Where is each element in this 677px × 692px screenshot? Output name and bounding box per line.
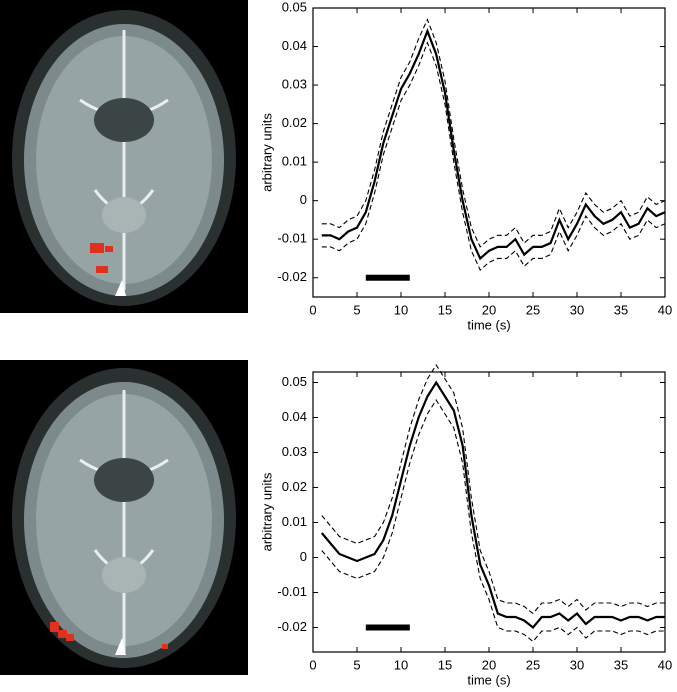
x-tick-label: 15: [438, 657, 452, 672]
error-line: [321, 41, 666, 271]
y-tick-label: 0.01: [282, 154, 307, 169]
y-tick-label: -0.01: [277, 231, 307, 246]
x-tick-label: 35: [614, 302, 628, 317]
y-tick-label: 0: [300, 192, 307, 207]
x-tick-label: 5: [353, 657, 360, 672]
x-tick-label: 20: [482, 302, 496, 317]
error-line: [321, 363, 665, 615]
y-tick-label: 0.03: [282, 77, 307, 92]
x-axis-label: time (s): [467, 672, 510, 687]
y-tick-label: 0.01: [282, 514, 307, 529]
y-tick-label: 0.05: [282, 0, 307, 14]
x-tick-label: 20: [482, 657, 496, 672]
x-tick-label: 25: [526, 302, 540, 317]
y-axis-label: arbitrary units: [259, 113, 274, 192]
x-tick-label: 30: [570, 302, 584, 317]
y-tick-label: 0.02: [282, 479, 307, 494]
error-line: [321, 18, 666, 248]
stimulus-bar: [365, 274, 410, 281]
x-tick-label: 35: [614, 657, 628, 672]
y-tick-label: 0.03: [282, 444, 307, 459]
mean-line: [321, 28, 666, 261]
x-tick-label: 30: [570, 657, 584, 672]
x-tick-label: 0: [309, 657, 316, 672]
x-tick-label: 10: [394, 302, 408, 317]
x-tick-label: 25: [526, 657, 540, 672]
y-tick-label: 0.04: [282, 38, 307, 53]
y-axis-label: arbitrary units: [259, 472, 274, 551]
x-tick-label: 5: [353, 302, 360, 317]
x-axis-label: time (s): [467, 317, 510, 332]
y-tick-label: 0.02: [282, 115, 307, 130]
x-tick-label: 40: [658, 657, 672, 672]
mean-line: [320, 380, 665, 630]
stimulus-bar: [365, 624, 410, 631]
brain-image: [0, 0, 248, 313]
y-tick-label: -0.01: [277, 584, 307, 599]
y-tick-label: 0.05: [282, 374, 307, 389]
x-tick-label: 10: [394, 657, 408, 672]
y-tick-label: -0.02: [277, 269, 307, 284]
plot-frame: [312, 371, 666, 653]
plot-frame: [312, 7, 666, 298]
y-tick-label: 0: [300, 549, 307, 564]
x-tick-label: 0: [309, 302, 316, 317]
brain-image: [0, 360, 248, 675]
x-tick-label: 15: [438, 302, 452, 317]
error-line: [321, 398, 665, 643]
y-tick-label: -0.02: [277, 619, 307, 634]
x-tick-label: 40: [658, 302, 672, 317]
y-tick-label: 0.04: [282, 409, 307, 424]
